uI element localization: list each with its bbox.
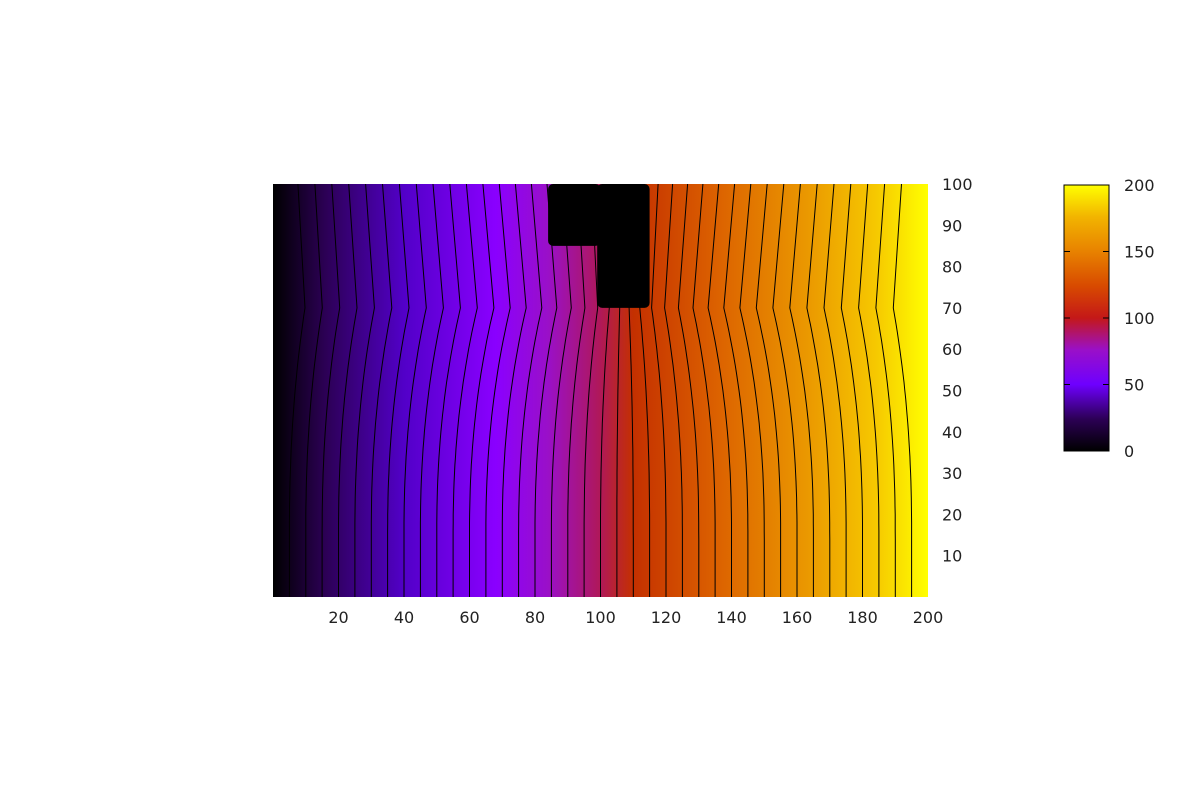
x-tick-label: 200 (913, 608, 944, 627)
masked-region (548, 184, 601, 246)
contour-line (651, 184, 667, 597)
contour-line (436, 184, 461, 597)
contour-line (387, 184, 410, 597)
contour-line (600, 184, 610, 597)
y-tick-label: 30 (942, 464, 962, 483)
contour-line (858, 184, 880, 597)
y-tick-label: 80 (942, 258, 962, 277)
colorbar-tick-label: 50 (1124, 376, 1144, 395)
contour-line (419, 184, 444, 597)
contour-line (550, 184, 572, 597)
contour-line (288, 184, 306, 597)
x-tick-label: 140 (716, 608, 747, 627)
y-tick-label: 20 (942, 505, 962, 524)
contour-line (677, 184, 700, 597)
contour-line (616, 184, 621, 597)
contour-line (321, 184, 341, 597)
contour-line (567, 184, 586, 597)
contour-line (692, 184, 716, 597)
contour-line (370, 184, 393, 597)
contour-line (755, 184, 782, 597)
contour-line (628, 184, 634, 597)
contour-line (305, 184, 323, 597)
contour-line (789, 184, 814, 597)
contour-line (338, 184, 358, 597)
x-tick-label: 20 (328, 608, 348, 627)
contour-line (664, 184, 683, 597)
contour-line (518, 184, 543, 597)
contour-line (806, 184, 831, 597)
contour-line (485, 184, 511, 597)
y-tick-label: 90 (942, 216, 962, 235)
y-tick-label: 50 (942, 382, 962, 401)
x-tick-label: 40 (394, 608, 414, 627)
y-tick-label: 70 (942, 299, 962, 318)
x-tick-label: 180 (847, 608, 878, 627)
contour-line (354, 184, 375, 597)
contour-line (583, 184, 599, 597)
contour-line (534, 184, 558, 597)
x-tick-label: 100 (585, 608, 616, 627)
contour-line (772, 184, 798, 597)
x-axis-ticks: 20 40 60 80 100 120 140 160 180 200 (328, 608, 943, 627)
x-tick-label: 160 (782, 608, 813, 627)
contour-lines (288, 184, 913, 597)
colorbar-tick-label: 100 (1124, 309, 1155, 328)
contour-line (875, 184, 896, 597)
contour-line (452, 184, 478, 597)
contour-line (469, 184, 495, 597)
colorbar (1063, 184, 1110, 452)
contour-line (403, 184, 427, 597)
masked-region (597, 184, 650, 308)
colorbar-tick-label: 200 (1124, 176, 1155, 195)
y-axis-ticks: 10 20 30 40 50 60 70 80 90 100 (942, 175, 973, 566)
colorbar-tick-label: 0 (1124, 442, 1134, 461)
contour-line (892, 184, 913, 597)
contour-line (707, 184, 732, 597)
contour-line (723, 184, 749, 597)
contour-line (639, 184, 651, 597)
colorbar-ticks: 0 50 100 150 200 (1064, 176, 1155, 461)
x-tick-label: 80 (525, 608, 545, 627)
contour-line (739, 184, 765, 597)
y-tick-label: 40 (942, 423, 962, 442)
contour-line (840, 184, 863, 597)
masked-regions (548, 184, 650, 308)
x-tick-label: 60 (459, 608, 479, 627)
x-tick-label: 120 (651, 608, 682, 627)
contour-line (501, 184, 527, 597)
y-tick-label: 10 (942, 547, 962, 566)
y-tick-label: 60 (942, 340, 962, 359)
y-tick-label: 100 (942, 175, 973, 194)
contour-line (823, 184, 847, 597)
colorbar-tick-label: 150 (1124, 243, 1155, 262)
